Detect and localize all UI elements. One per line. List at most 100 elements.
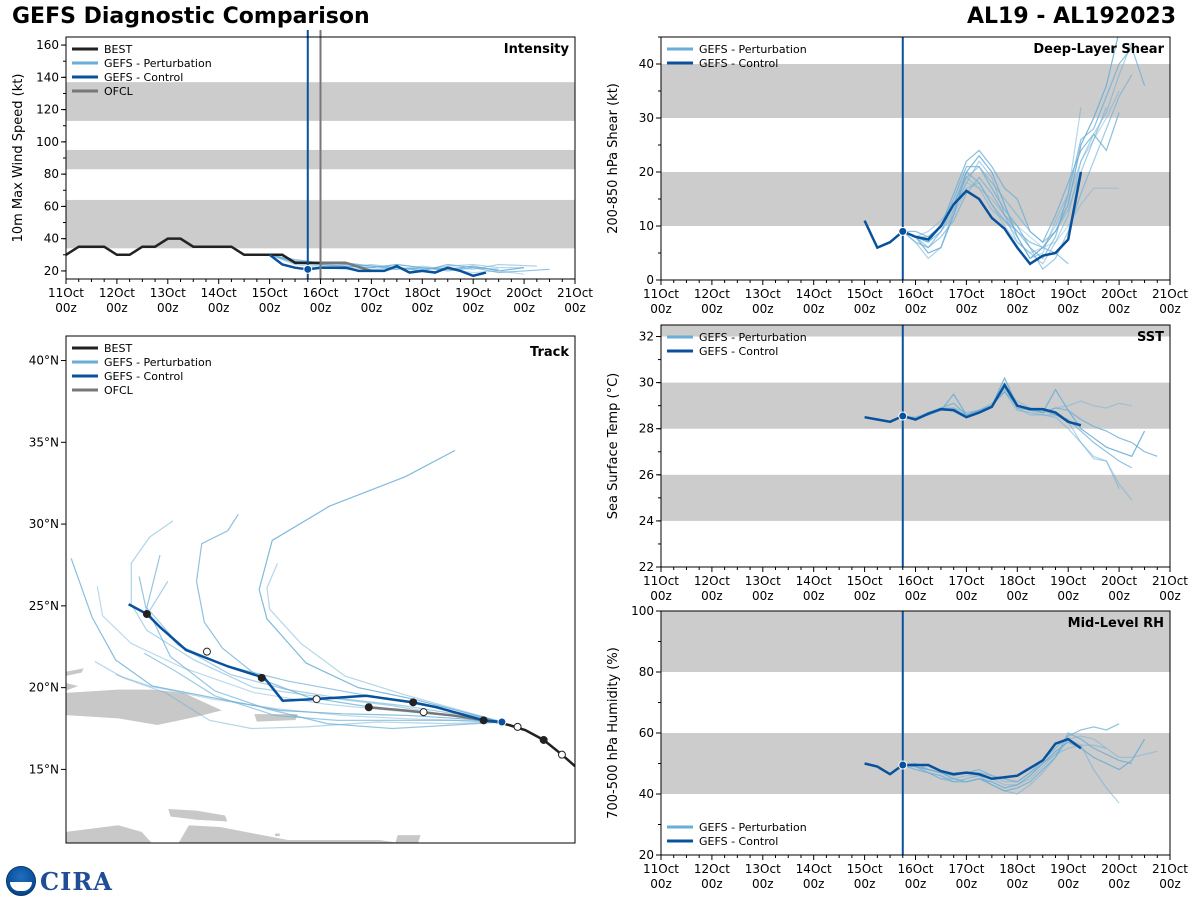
init-marker (898, 760, 908, 770)
x-tick-date: 12Oct (694, 574, 730, 588)
x-tick-hour: 00z (701, 877, 723, 891)
x-tick-hour: 00z (310, 301, 332, 315)
x-tick-hour: 00z (803, 302, 825, 316)
x-tick-hour: 00z (1159, 302, 1181, 316)
y-axis-label: Sea Surface Temp (°C) (606, 373, 621, 520)
bahamas-land (66, 667, 85, 677)
x-tick-hour: 00z (854, 877, 876, 891)
x-tick-hour: 00z (564, 301, 586, 315)
x-tick-date: 20Oct (1101, 287, 1137, 301)
x-tick-date: 17Oct (353, 286, 389, 300)
x-tick-hour: 00z (752, 877, 774, 891)
plot-area (661, 37, 1170, 271)
x-tick-date: 12Oct (694, 287, 730, 301)
legend-label: GEFS - Control (699, 345, 778, 358)
x-tick-hour: 00z (905, 302, 927, 316)
trinidad-land (394, 834, 422, 843)
y-tick-label: 0 (646, 273, 654, 287)
x-tick-date: 12Oct (694, 862, 730, 876)
legend-label: GEFS - Control (104, 71, 183, 84)
intensity-chart: 2040608010012014016011Oct00z12Oct00z13Oc… (11, 30, 593, 315)
x-tick-hour: 00z (956, 589, 978, 603)
x-tick-hour: 00z (1007, 877, 1029, 891)
init-marker (898, 411, 908, 421)
x-tick-date: 11Oct (643, 862, 679, 876)
map-area (66, 449, 575, 843)
lat-tick-label: 35°N (29, 435, 59, 449)
perturbation-track (148, 581, 503, 723)
x-tick-hour: 00z (701, 302, 723, 316)
y-tick-label: 22 (639, 560, 654, 574)
abc-islands-land (167, 808, 229, 823)
y-axis-label: 700-500 hPa Humidity (%) (606, 647, 621, 819)
x-tick-date: 14Oct (796, 862, 832, 876)
x-tick-hour: 00z (905, 589, 927, 603)
control-track-marker (479, 716, 488, 725)
control-track (128, 603, 503, 724)
page-title: GEFS Diagnostic Comparison (12, 4, 370, 29)
x-tick-date: 19Oct (455, 286, 491, 300)
perturbation-track (266, 563, 503, 723)
control-track-marker (202, 647, 211, 656)
y-tick-label: 28 (639, 422, 654, 436)
x-tick-date: 11Oct (48, 286, 84, 300)
x-tick-hour: 00z (650, 302, 672, 316)
y-tick-label: 40 (44, 232, 59, 246)
perturbation-series (902, 732, 1132, 792)
cira-logo: CIRA (6, 866, 113, 896)
legend-label: GEFS - Perturbation (699, 821, 807, 834)
x-tick-date: 14Oct (201, 286, 237, 300)
x-tick-date: 16Oct (897, 862, 933, 876)
shear-chart: 01020304011Oct00z12Oct00z13Oct00z14Oct00… (606, 36, 1188, 316)
cira-logo-text: CIRA (40, 866, 113, 896)
threshold-band (661, 172, 1170, 226)
x-tick-hour: 00z (513, 301, 535, 315)
y-tick-label: 26 (639, 468, 654, 482)
y-tick-label: 100 (36, 135, 59, 149)
plot-frame (660, 324, 1171, 568)
perturbation-series (902, 735, 1158, 786)
x-tick-hour: 00z (1108, 302, 1130, 316)
perturbation-series (902, 170, 1069, 265)
y-tick-label: 20 (44, 264, 59, 278)
x-tick-date: 21Oct (557, 286, 593, 300)
legend-label: OFCL (104, 384, 134, 397)
threshold-band (661, 474, 1170, 521)
legend-label: GEFS - Control (699, 835, 778, 848)
ofcl-track-marker (419, 708, 428, 717)
x-tick-date: 20Oct (1101, 574, 1137, 588)
panel-title: Intensity (504, 42, 570, 57)
x-tick-date: 13Oct (745, 574, 781, 588)
perturbation-track (130, 520, 502, 723)
x-tick-date: 13Oct (745, 862, 781, 876)
x-tick-hour: 00z (956, 877, 978, 891)
y-tick-label: 60 (44, 199, 59, 213)
control-track-marker (257, 673, 266, 682)
x-tick-hour: 00z (1007, 589, 1029, 603)
lat-tick-label: 25°N (29, 599, 59, 613)
control-track-marker (142, 610, 151, 619)
ofcl-track-marker (364, 703, 373, 712)
x-tick-date: 20Oct (1101, 862, 1137, 876)
x-tick-date: 14Oct (796, 574, 832, 588)
x-tick-hour: 00z (462, 301, 484, 315)
y-tick-label: 32 (639, 330, 654, 344)
lat-tick-label: 15°N (29, 762, 59, 776)
threshold-band (661, 64, 1170, 118)
x-tick-date: 13Oct (745, 287, 781, 301)
x-tick-date: 16Oct (897, 287, 933, 301)
x-tick-hour: 00z (1057, 589, 1079, 603)
control-track-marker (312, 695, 321, 704)
best-track-marker (513, 722, 522, 731)
perturbation-track (70, 558, 502, 723)
x-tick-date: 21Oct (1152, 862, 1188, 876)
x-tick-hour: 00z (361, 301, 383, 315)
y-tick-label: 80 (44, 167, 59, 181)
legend-label: GEFS - Control (699, 57, 778, 70)
panel-title: Deep-Layer Shear (1033, 42, 1164, 57)
x-tick-hour: 00z (55, 301, 77, 315)
perturbation-series (902, 182, 1120, 249)
legend-label: GEFS - Perturbation (104, 356, 212, 369)
init-marker (898, 226, 908, 236)
legend-label: BEST (104, 43, 132, 56)
